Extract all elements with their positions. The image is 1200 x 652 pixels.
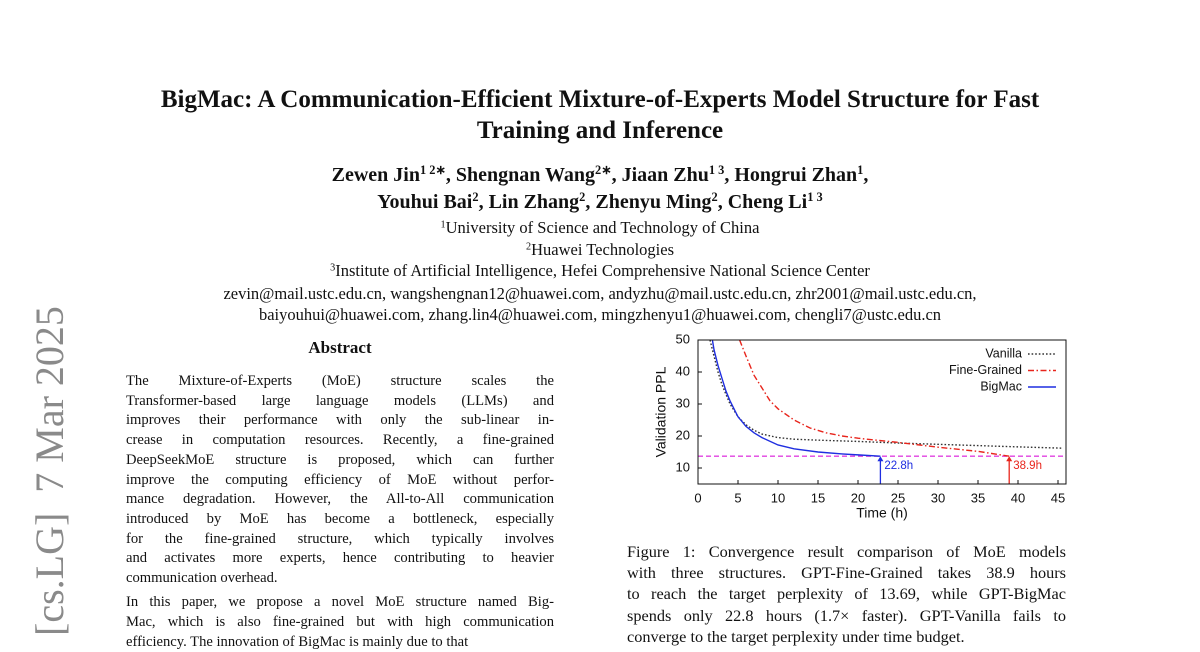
- affiliation-text: University of Science and Technology of …: [445, 218, 760, 237]
- caption-line: with three structures. GPT-Fine-Grained …: [627, 563, 1066, 583]
- abstract-line: mance degradation. However, the All-to-A…: [126, 491, 554, 508]
- abstract-line: In this paper, we propose a novel MoE st…: [126, 594, 554, 611]
- affiliation-text: Institute of Artificial Intelligence, He…: [335, 261, 870, 280]
- abstract-line: communication overhead.: [126, 570, 278, 586]
- caption-line: spends only 22.8 hours (1.7× faster). GP…: [627, 605, 1066, 625]
- abstract-line: improve the computing efficiency of MoE …: [126, 471, 554, 488]
- arxiv-stamp: [cs.LG] 7 Mar 2025: [27, 306, 72, 636]
- author-affiliation-mark: 1 2∗: [419, 163, 446, 178]
- affiliation-mark: 2: [526, 240, 532, 252]
- x-tick-label: 5: [734, 490, 741, 505]
- abstract-line: and activates more experts, hence contri…: [126, 550, 554, 567]
- y-tick-label: 10: [676, 459, 690, 474]
- author-affiliation-mark: 2: [579, 190, 586, 205]
- x-tick-label: 0: [694, 490, 701, 505]
- annotation-label: 38.9h: [1013, 460, 1042, 472]
- y-tick-label: 30: [676, 395, 690, 410]
- affiliation-mark: 3: [330, 262, 336, 274]
- x-tick-label: 40: [1011, 490, 1025, 505]
- author-name: Cheng Li: [727, 191, 808, 213]
- abstract-line: crease in computation resources. Recentl…: [126, 432, 554, 449]
- abstract-line: Transformer-based large language models …: [126, 392, 554, 409]
- affiliation: 1University of Science and Technology of…: [0, 217, 1200, 238]
- legend-label: Fine-Grained: [949, 363, 1022, 377]
- author-name: Hongrui Zhan: [734, 164, 858, 186]
- y-axis-label: Validation PPL: [653, 366, 669, 457]
- separator: ,: [724, 164, 735, 186]
- author-line: Youhui Bai2, Lin Zhang2, Zhenyu Ming2, C…: [0, 189, 1200, 215]
- series-line: [711, 340, 881, 457]
- series-line: [738, 340, 1010, 457]
- author-name: Jiaan Zhu: [621, 164, 709, 186]
- separator: ,: [717, 191, 728, 213]
- abstract-line: for the fine-grained structure, which ty…: [126, 530, 554, 547]
- series-line: [709, 340, 1063, 449]
- affiliation: 3Institute of Artificial Intelligence, H…: [0, 260, 1200, 281]
- affiliation-text: Huawei Technologies: [531, 239, 674, 259]
- x-tick-label: 20: [851, 490, 865, 505]
- author-affiliation-mark: 2: [711, 190, 718, 205]
- annotation-label: 22.8h: [884, 460, 913, 472]
- separator: ,: [611, 164, 622, 186]
- x-tick-label: 25: [891, 490, 905, 505]
- separator: ,: [478, 191, 489, 213]
- author-affiliation-mark: 1 3: [708, 163, 725, 178]
- author-name: Zewen Jin: [331, 164, 420, 186]
- y-tick-label: 50: [676, 331, 690, 346]
- y-tick-label: 20: [676, 427, 690, 442]
- annotation-arrowhead: [877, 456, 884, 462]
- x-tick-label: 45: [1051, 490, 1065, 505]
- separator: ,: [445, 164, 456, 186]
- author-affiliation-mark: 2∗: [595, 163, 612, 178]
- x-tick-label: 10: [771, 490, 785, 505]
- x-axis-label: Time (h): [856, 505, 908, 521]
- legend-label: Vanilla: [985, 346, 1022, 360]
- author-affiliation-mark: 1: [857, 163, 864, 178]
- abstract-line: Mac, which is also fine-grained but with…: [126, 613, 554, 630]
- author-name: Shengnan Wang: [455, 164, 595, 186]
- x-tick-label: 15: [811, 490, 825, 505]
- plot-area: [698, 340, 1066, 457]
- author-name: Zhenyu Ming: [595, 191, 712, 213]
- caption-line: Figure 1: Convergence result comparison …: [627, 542, 1066, 561]
- author-affiliation-mark: 2: [472, 190, 479, 205]
- separator: ,: [585, 191, 596, 213]
- annotation-arrowhead: [1006, 456, 1013, 462]
- author-affiliation-mark: 1 3: [807, 190, 823, 205]
- abstract-line: The Mixture-of-Experts (MoE) structure s…: [126, 373, 554, 389]
- caption-line: to reach the target perplexity of 13.69,…: [627, 584, 1066, 604]
- chart: 0 5 10 15 20 25 30 35 40 45 10 20 30 40 50 Time (h) Vali…: [653, 331, 1067, 521]
- legend-label: BigMac: [980, 379, 1022, 393]
- x-tick-label: 35: [971, 490, 985, 505]
- author-line: Zewen Jin1 2∗, Shengnan Wang2∗, Jiaan Zh…: [0, 162, 1200, 188]
- title-line: BigMac: A Communication-Efficient Mixtur…: [160, 86, 1040, 113]
- abstract-line: efficiency. The innovation of BigMac is …: [126, 633, 469, 650]
- affiliation-mark: 1: [440, 219, 446, 231]
- y-tick-label: 40: [676, 363, 690, 378]
- author-name: Lin Zhang: [488, 191, 580, 213]
- abstract-line: improves their performance with only the…: [126, 412, 554, 429]
- abstract-line: DeepSeekMoE structure is proposed, which…: [126, 451, 554, 468]
- separator: ,: [863, 164, 869, 186]
- email-line: zevin@mail.ustc.edu.cn, wangshengnan12@h…: [223, 284, 977, 303]
- abstract-line: introduced by MoE has become a bottlenec…: [126, 510, 554, 527]
- title-line: Training and Inference: [476, 117, 724, 144]
- author-name: Youhui Bai: [377, 191, 473, 213]
- plot-frame: [697, 339, 1067, 485]
- x-tick-label: 30: [931, 490, 945, 505]
- caption-line: converge to the target perplexity under …: [627, 626, 965, 646]
- affiliation: 2Huawei Technologies: [0, 239, 1200, 260]
- abstract-heading: Abstract: [308, 338, 372, 357]
- email-line: baiyouhui@huawei.com, zhang.lin4@huawei.…: [258, 305, 942, 324]
